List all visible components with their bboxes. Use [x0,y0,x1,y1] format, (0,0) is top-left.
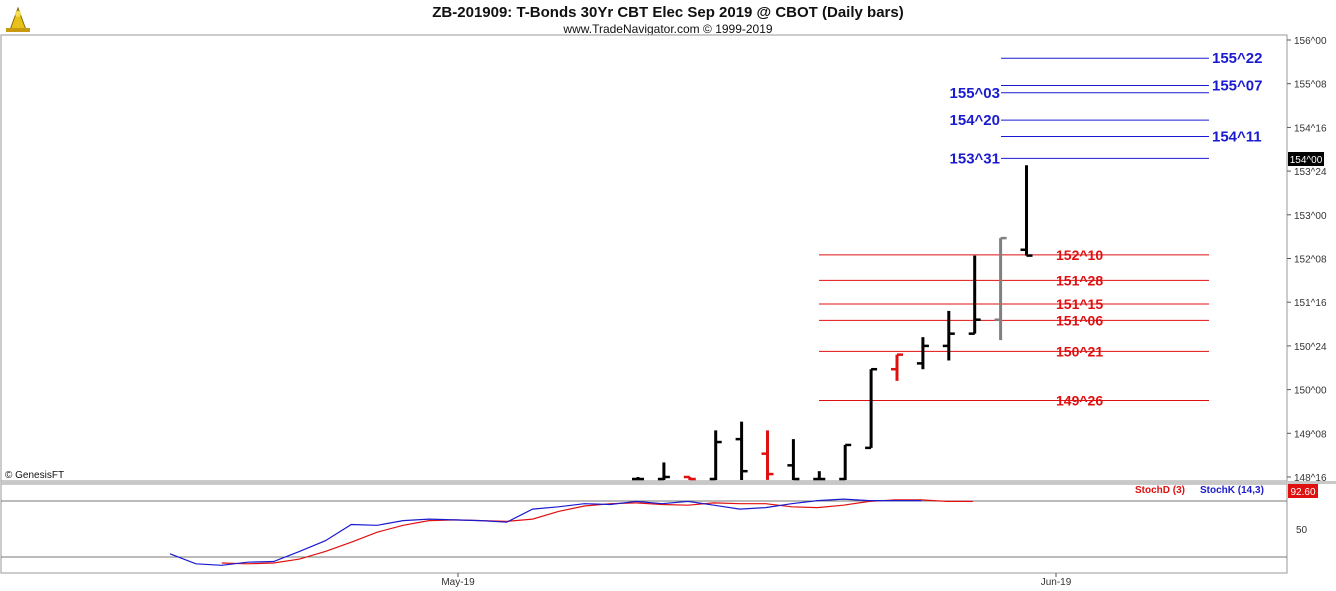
price-axis-label: 150^00 [1294,386,1327,397]
price-axis-label: 149^08 [1294,429,1327,440]
watermark: © GenesisFT [5,470,64,481]
level-label: 152^10 [1056,247,1103,263]
stoch-series-line [221,499,973,565]
price-axis-label: 153^24 [1294,167,1327,178]
level-label: 151^28 [1056,272,1103,288]
last-price-badge [1288,152,1324,166]
price-axis-label: 154^16 [1294,123,1327,134]
level-label: 155^07 [1212,78,1262,95]
level-label: 155^22 [1212,50,1262,67]
level-lines: 155^22 155^07 155^03 154^20 154^11 153^31 152^… [819,50,1262,409]
price-bars [632,165,1033,481]
chart-subtitle: www.TradeNavigator.com © 1999-2019 [562,22,772,36]
level-label: 154^11 [1212,129,1262,146]
stoch-axis-tick: 50 [1296,525,1308,536]
chart-title: ZB-201909: T-Bonds 30Yr CBT Elec Sep 201… [432,4,903,21]
level-label: 153^31 [950,150,1000,167]
level-label: 151^15 [1056,296,1103,312]
stochk-legend: StochK (14,3) [1200,485,1264,496]
price-axis-label: 156^00 [1294,36,1327,47]
level-label: 150^21 [1056,343,1103,359]
level-label: 154^20 [950,112,1000,129]
level-label: 151^06 [1056,312,1103,328]
price-axis: 156^00 155^08 154^16 153^24 153^00 152^08 151^… [1287,36,1327,484]
price-axis-label: 150^24 [1294,342,1327,353]
stoch-series-line [169,498,922,566]
price-axis-label: 153^00 [1294,211,1327,222]
stoch-value-label: 92.60 [1290,487,1315,498]
level-label: 155^03 [950,85,1000,102]
time-axis: May-19 Jun-19 [441,573,1072,588]
price-axis-label: 148^16 [1294,473,1327,484]
time-axis-label: May-19 [441,577,475,588]
logo-icon [6,6,30,32]
stoch-value-badge [1288,484,1318,498]
price-axis-label: 151^16 [1294,298,1327,309]
stoch-panel-frame [0,483,1288,574]
level-label: 149^26 [1056,393,1103,409]
stochd-legend: StochD (3) [1135,485,1185,496]
price-axis-label: 155^08 [1294,80,1327,91]
last-price-label: 154^00 [1290,155,1323,166]
price-axis-label: 152^08 [1294,255,1327,266]
time-axis-label: Jun-19 [1041,577,1072,588]
stochastic-lines [169,498,973,566]
